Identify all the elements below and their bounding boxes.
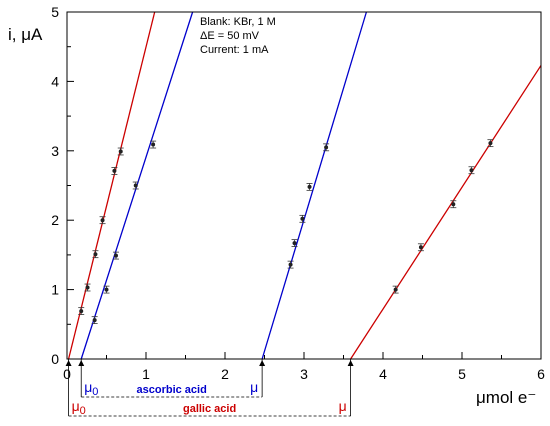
data-point bbox=[487, 139, 494, 148]
range-bracket: μ0 μ ascorbic acid bbox=[78, 359, 266, 398]
point-marker bbox=[488, 141, 493, 146]
point-marker bbox=[451, 202, 456, 207]
x-tick-label: 0 bbox=[63, 366, 71, 382]
axis-layer bbox=[66, 11, 542, 360]
data-point-layer bbox=[78, 139, 494, 325]
y-tick-label: 0 bbox=[51, 351, 59, 367]
fit-line bbox=[67, 11, 156, 360]
bracket-label: ascorbic acid bbox=[137, 384, 207, 396]
data-point bbox=[392, 285, 399, 294]
arrow-marker bbox=[65, 360, 72, 366]
x-axis-label: μmol e⁻ bbox=[476, 388, 536, 407]
data-point bbox=[417, 243, 424, 252]
point-marker bbox=[288, 262, 293, 267]
data-point bbox=[299, 214, 306, 223]
data-point bbox=[323, 143, 330, 152]
point-marker bbox=[307, 184, 312, 189]
data-point bbox=[468, 166, 475, 175]
point-marker bbox=[118, 149, 123, 154]
arrow-marker bbox=[347, 360, 354, 366]
mu0-label: μ0 bbox=[72, 398, 86, 417]
arrow-marker bbox=[259, 360, 266, 366]
y-tick-label: 4 bbox=[51, 73, 59, 89]
point-marker bbox=[133, 183, 138, 188]
point-marker bbox=[324, 145, 329, 150]
data-point bbox=[103, 285, 110, 294]
point-marker bbox=[92, 318, 97, 323]
x-tick-label: 5 bbox=[458, 366, 466, 382]
x-tick-label: 6 bbox=[537, 366, 545, 382]
point-marker bbox=[151, 142, 156, 147]
y-axis-label: i, μA bbox=[8, 25, 43, 44]
data-point bbox=[132, 181, 139, 190]
point-marker bbox=[113, 253, 118, 258]
info-line: Blank: KBr, 1 M bbox=[200, 16, 276, 28]
point-marker bbox=[85, 285, 90, 290]
data-point bbox=[112, 251, 119, 260]
x-tick-label: 4 bbox=[379, 366, 387, 382]
point-marker bbox=[393, 287, 398, 292]
point-marker bbox=[79, 309, 84, 314]
data-point bbox=[91, 316, 98, 325]
data-point bbox=[117, 147, 124, 156]
data-point bbox=[150, 140, 157, 149]
y-tick-label: 5 bbox=[51, 4, 59, 20]
point-marker bbox=[418, 245, 423, 250]
point-marker bbox=[93, 252, 98, 257]
fit-line-layer bbox=[67, 11, 542, 360]
fit-line bbox=[261, 11, 368, 360]
x-tick-label: 3 bbox=[300, 366, 308, 382]
plot-frame bbox=[66, 11, 542, 360]
data-point bbox=[450, 200, 457, 209]
data-point bbox=[78, 307, 85, 315]
y-tick-label: 2 bbox=[51, 212, 59, 228]
text-layer: 0 1 2 3 4 5 6 0 1 2 3 4 5 i, μA μmol e⁻ Blank: KBr, 1 M… bbox=[8, 4, 545, 407]
y-tick-label: 1 bbox=[51, 282, 59, 298]
x-tick-label: 1 bbox=[142, 366, 150, 382]
bracket-layer: μ0 μ ascorbic acid μ0 μ gallic acid bbox=[65, 359, 354, 417]
mu-label: μ bbox=[250, 379, 258, 395]
point-marker bbox=[292, 241, 297, 246]
data-point bbox=[99, 216, 106, 225]
point-marker bbox=[300, 216, 305, 221]
x-tick-label: 2 bbox=[221, 366, 229, 382]
bracket-label: gallic acid bbox=[183, 403, 236, 415]
point-marker bbox=[112, 168, 117, 173]
info-line: ΔE = 50 mV bbox=[200, 30, 260, 42]
info-line: Current: 1 mA bbox=[200, 44, 269, 56]
data-point bbox=[287, 260, 294, 269]
point-marker bbox=[469, 168, 474, 173]
fit-line bbox=[350, 65, 542, 360]
data-point bbox=[84, 283, 91, 292]
data-point bbox=[306, 183, 313, 191]
mu0-label: μ0 bbox=[84, 379, 98, 398]
data-point bbox=[111, 167, 118, 175]
data-point bbox=[291, 239, 298, 247]
point-marker bbox=[100, 218, 105, 223]
mu-label: μ bbox=[339, 398, 347, 414]
point-marker bbox=[104, 287, 109, 292]
arrow-marker bbox=[78, 360, 85, 366]
data-point bbox=[92, 250, 99, 259]
y-tick-label: 3 bbox=[51, 143, 59, 159]
